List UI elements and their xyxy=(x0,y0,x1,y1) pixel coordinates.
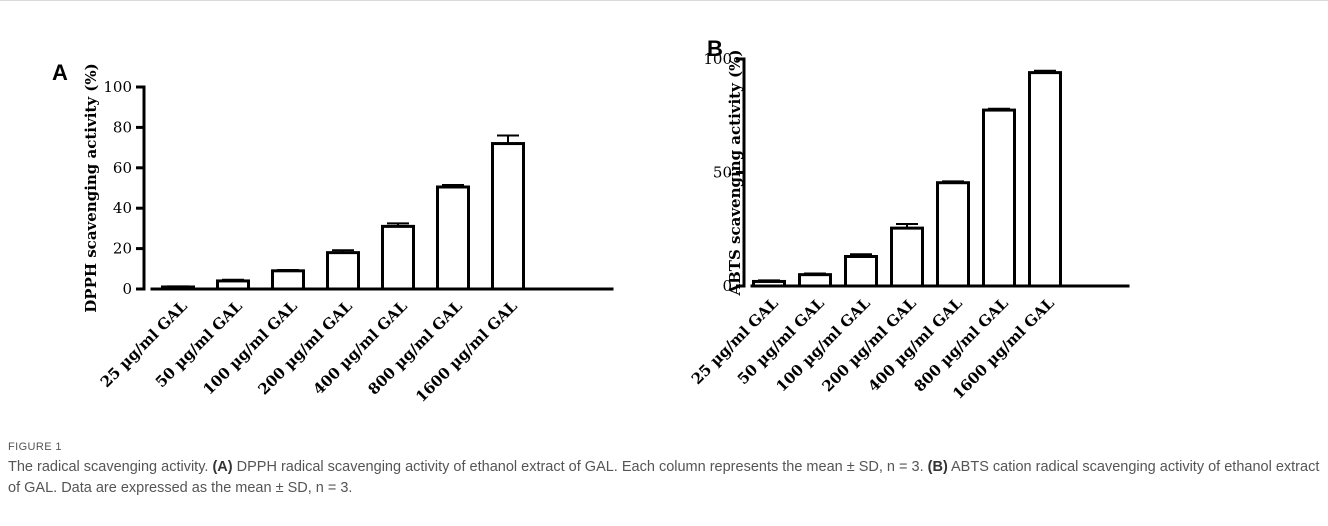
panel-a-category-label: 400 µg/ml GAL xyxy=(310,297,412,399)
panel-a-category-label: 100 µg/ml GAL xyxy=(200,297,302,399)
panel-a-bar xyxy=(326,251,360,291)
caption-figure-label: FIGURE 1 xyxy=(8,441,62,453)
panel-b-letter: B xyxy=(707,36,723,61)
figure-caption: FIGURE 1 The radical scavenging activity… xyxy=(8,441,1320,499)
panel-a-letter: A xyxy=(52,60,68,85)
panel-a-bar xyxy=(271,269,305,291)
panel-b-y-tick-label: 50 xyxy=(713,164,732,182)
panel-a-bar xyxy=(381,224,415,291)
panel-a-y-tick-label: 80 xyxy=(113,118,132,136)
panel-b-bar xyxy=(798,273,832,288)
panel-a-y-tick-label: 60 xyxy=(113,159,132,177)
panel-a-y-tick-label: 100 xyxy=(103,78,132,96)
caption-part-b-label: (B) xyxy=(927,459,948,475)
top-divider xyxy=(0,0,1328,1)
caption-intro: The radical scavenging activity. xyxy=(8,459,209,475)
panel-b-bar xyxy=(982,108,1016,288)
panel-a-bar xyxy=(491,142,525,291)
panel-b-bar xyxy=(1028,71,1062,288)
panel-a-category-label: 1600 µg/ml GAL xyxy=(412,297,521,406)
panel-b-bar xyxy=(752,279,786,288)
caption-text: The radical scavenging activity. (A) DPP… xyxy=(8,457,1320,499)
panel-b-y-axis-label: ABTS scavenging activity (%) xyxy=(726,49,744,296)
panel-b-y-tick-label: 0 xyxy=(722,277,732,295)
caption-part-a-text: DPPH radical scavenging activity of etha… xyxy=(236,459,924,475)
panel-a-y-axis-label: DPPH scavenging activity (%) xyxy=(82,63,100,312)
panel-a-bar xyxy=(216,279,250,291)
panel-b-y-tick-label: 100 xyxy=(703,50,732,68)
panel-a-chart: A DPPH scavenging activity (%) 0 20 40 60 80 10… xyxy=(52,60,614,406)
panel-a-category-label: 200 µg/ml GAL xyxy=(255,297,357,399)
panel-b-bar xyxy=(936,181,970,288)
caption-part-b-text: ABTS cation radical scavenging activity … xyxy=(8,459,1320,496)
panel-a-y-tick-label: 40 xyxy=(113,199,132,217)
panel-a-category-label: 800 µg/ml GAL xyxy=(365,297,467,399)
figure-canvas: A DPPH scavenging activity (%) 0 20 40 60 80 10… xyxy=(52,36,1130,406)
panel-a-y-tick-label: 0 xyxy=(122,280,132,298)
panel-a-y-tick-label: 20 xyxy=(113,240,132,258)
caption-part-a-label: (A) xyxy=(212,459,233,475)
panel-a-bar xyxy=(436,185,470,291)
panel-b-bar xyxy=(844,254,878,288)
panel-b-bar xyxy=(890,226,924,288)
